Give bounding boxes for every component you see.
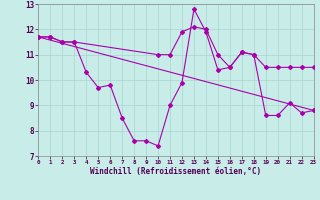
X-axis label: Windchill (Refroidissement éolien,°C): Windchill (Refroidissement éolien,°C) xyxy=(91,167,261,176)
